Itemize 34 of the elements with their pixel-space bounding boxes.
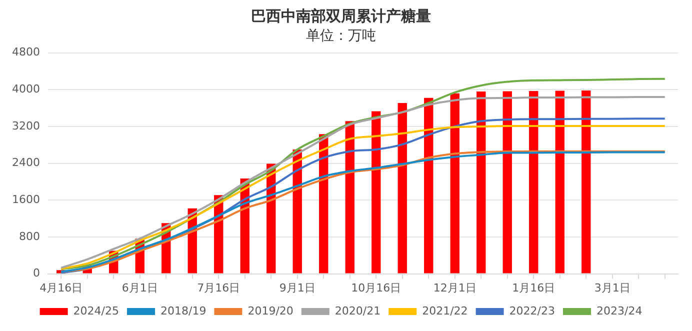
legend-label: 2019/20: [248, 304, 294, 318]
x-tick-label: 7月16日: [197, 281, 240, 294]
legend-label: 2023/24: [596, 304, 642, 318]
y-tick-label: 4000: [12, 82, 40, 96]
y-tick-label: 1600: [12, 192, 40, 206]
x-tick-label: 9月1日: [279, 281, 316, 294]
legend-label: 2021/22: [422, 304, 468, 318]
y-tick-label: 2400: [12, 156, 40, 170]
y-tick-label: 3200: [12, 119, 40, 132]
bar: [555, 90, 564, 274]
x-tick-label: 4月16日: [40, 281, 83, 294]
x-tick-label: 10月16日: [351, 281, 402, 294]
x-tick-label: 3月1日: [594, 281, 630, 294]
y-tick-label: 800: [18, 230, 40, 243]
bar: [372, 111, 381, 274]
bar: [529, 91, 538, 274]
bar: [476, 91, 486, 274]
bar: [398, 102, 407, 274]
legend-label: 2020/21: [334, 304, 381, 318]
y-tick-label: 0: [32, 266, 40, 280]
legend-label: 2018/19: [160, 304, 206, 318]
bar: [424, 98, 434, 274]
bar: [345, 121, 354, 274]
chart-subtitle: 单位：万吨: [306, 28, 376, 44]
bar: [582, 90, 591, 274]
bar: [450, 93, 460, 274]
x-tick-label: 6月1日: [122, 281, 158, 294]
x-tick-label: 1月16日: [512, 281, 556, 294]
bar: [502, 91, 512, 274]
legend-label: 2022/23: [509, 304, 555, 318]
chart-title: 巴西中南部双周累计产糖量: [251, 6, 431, 25]
y-tick-label: 4800: [12, 46, 40, 59]
x-tick-label: 12月1日: [433, 281, 476, 294]
legend-label: 2024/25: [73, 304, 120, 318]
